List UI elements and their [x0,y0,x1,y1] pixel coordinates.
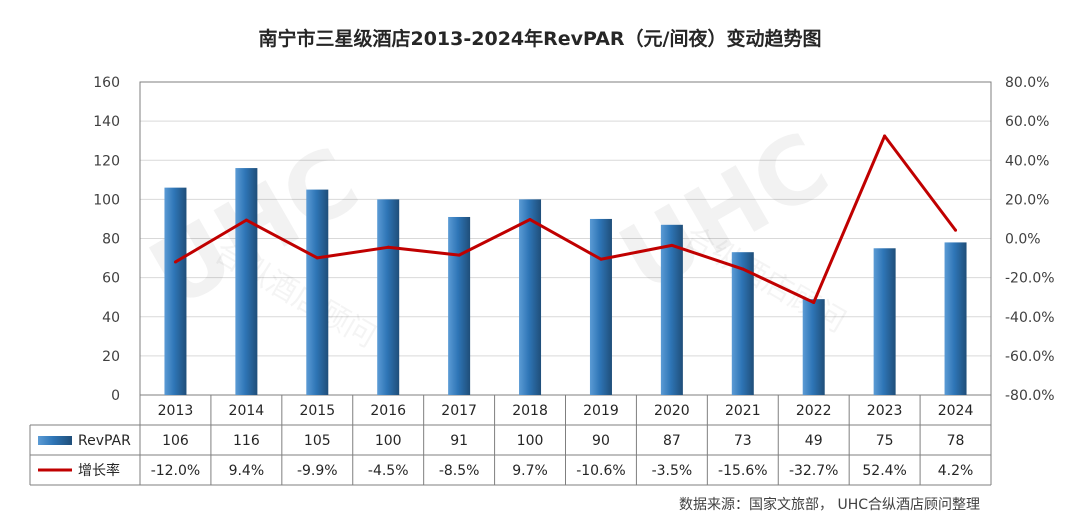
x-tick-2017: 2017 [441,403,477,419]
growth-point-2023 [883,134,887,138]
bar-2015 [306,189,329,395]
revpar-value-2014: 116 [233,433,260,449]
bar-2016 [377,199,400,395]
growth-point-2022 [812,300,816,304]
revpar-value-2021: 73 [734,433,752,449]
bar-2019 [589,218,612,395]
revpar-value-2023: 75 [876,433,894,449]
x-tick-2014: 2014 [229,403,265,419]
y-left-tick: 160 [93,75,120,91]
legend-key-revpar [38,436,72,445]
y-left-tick: 40 [102,310,120,326]
y-right-tick: -60.0% [1005,349,1055,365]
revpar-value-2017: 91 [450,433,468,449]
revpar-value-2020: 87 [663,433,681,449]
growth-point-2018 [528,218,532,222]
x-tick-2013: 2013 [158,403,194,419]
growth-point-2015 [315,256,319,260]
bar-2014 [235,168,258,395]
growth-point-2013 [173,260,177,264]
y-right-tick: -80.0% [1005,388,1055,404]
growth-point-2016 [386,245,390,249]
growth-value-2016: -4.5% [368,463,409,479]
bar-2023 [873,248,896,395]
growth-value-2013: -12.0% [151,463,201,479]
y-right-tick: 80.0% [1005,75,1049,91]
growth-point-2014 [244,218,248,222]
y-left-tick: 120 [93,153,120,169]
bar-2021 [731,252,754,395]
revpar-value-2016: 100 [375,433,402,449]
x-tick-2024: 2024 [938,403,974,419]
bar-2020 [660,224,683,395]
growth-value-2024: 4.2% [938,463,974,479]
bar-2022 [802,299,825,395]
growth-value-2020: -3.5% [652,463,693,479]
watermark-logo: UHC [603,112,846,314]
y-right-tick: -40.0% [1005,310,1055,326]
growth-point-2021 [741,267,745,271]
y-right-tick: -20.0% [1005,271,1055,287]
y-right-tick: 60.0% [1005,114,1049,130]
revpar-value-2022: 49 [805,433,823,449]
growth-rate-line [174,134,957,304]
revpar-value-2013: 106 [162,433,189,449]
growth-value-2023: 52.4% [862,463,906,479]
x-tick-2023: 2023 [867,403,903,419]
x-tick-2021: 2021 [725,403,761,419]
y-left-tick: 60 [102,271,120,287]
revpar-value-2015: 105 [304,433,331,449]
bar-2018 [519,199,542,395]
bar-2013 [164,187,187,395]
growth-value-2014: 9.4% [229,463,265,479]
growth-point-2024 [954,228,958,232]
revpar-value-2019: 90 [592,433,610,449]
y-left-tick: 20 [102,349,120,365]
bar-2017 [448,216,471,395]
y-left-tick: 100 [93,192,120,208]
y-right-tick: 0.0% [1005,232,1041,248]
growth-point-2020 [670,243,674,247]
legend-label-growth: 增长率 [78,462,120,479]
growth-value-2022: -32.7% [789,463,839,479]
x-tick-2015: 2015 [299,403,335,419]
growth-point-2019 [599,257,603,261]
x-tick-2018: 2018 [512,403,548,419]
revpar-value-2018: 100 [517,433,544,449]
growth-value-2015: -9.9% [297,463,338,479]
bar-2024 [944,242,967,395]
y-left-tick: 0 [111,388,120,404]
y-left-tick: 80 [102,232,120,248]
revpar-value-2024: 78 [947,433,965,449]
growth-value-2017: -8.5% [439,463,480,479]
legend-label-revpar: RevPAR [78,433,131,449]
source-note: 数据来源：国家文旅部， UHC合纵酒店顾问整理 [679,497,980,513]
x-tick-2016: 2016 [370,403,406,419]
y-left-tick: 140 [93,114,120,130]
growth-value-2018: 9.7% [512,463,548,479]
growth-value-2021: -15.6% [718,463,768,479]
growth-point-2017 [457,253,461,257]
y-right-tick: 20.0% [1005,192,1049,208]
chart-title: 南宁市三星级酒店2013-2024年RevPAR（元/间夜）变动趋势图 [258,28,822,50]
x-tick-2020: 2020 [654,403,690,419]
x-tick-2022: 2022 [796,403,832,419]
y-right-tick: 40.0% [1005,153,1049,169]
growth-value-2019: -10.6% [576,463,626,479]
x-tick-2019: 2019 [583,403,619,419]
